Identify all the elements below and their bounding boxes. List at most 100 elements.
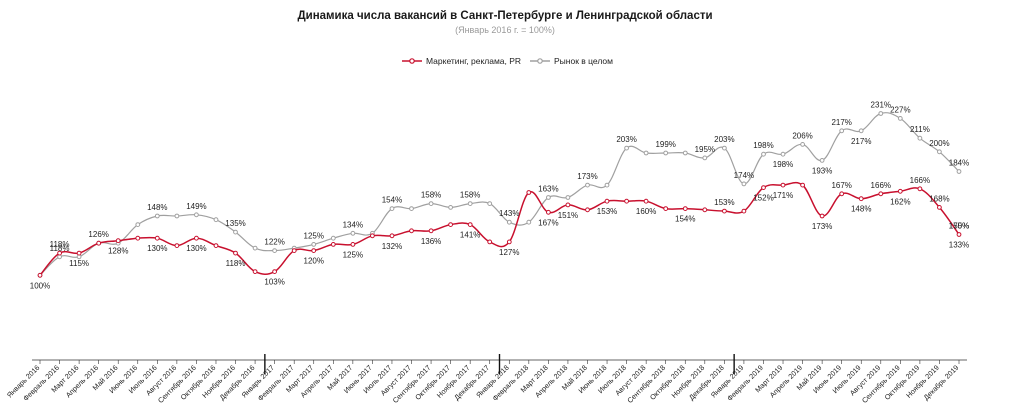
data-point-marketing xyxy=(741,208,747,214)
data-point-market xyxy=(761,151,766,157)
data-label-marketing: 103% xyxy=(264,278,284,287)
data-label-marketing: 132% xyxy=(382,242,402,251)
data-label-market: 195% xyxy=(695,145,715,154)
data-point-marketing xyxy=(526,190,532,195)
data-point-marketing xyxy=(604,198,610,204)
data-point-market xyxy=(252,245,258,251)
data-point-marketing xyxy=(154,235,160,241)
data-point-market xyxy=(604,182,610,188)
data-label-marketing: 155% xyxy=(949,222,969,231)
data-point-marketing xyxy=(917,186,923,192)
data-label-market: 217% xyxy=(831,118,851,127)
data-label-market: 158% xyxy=(460,191,480,200)
data-label-marketing: 160% xyxy=(636,207,656,216)
data-point-market xyxy=(233,229,238,235)
data-label-marketing: 130% xyxy=(147,244,167,253)
data-point-market xyxy=(897,116,903,121)
data-point-market xyxy=(780,151,786,157)
data-label-market: 173% xyxy=(577,172,597,181)
data-point-marketing xyxy=(780,182,786,188)
legend-market-marker xyxy=(537,58,543,64)
data-label-market: 143% xyxy=(499,209,519,218)
data-label-market: 200% xyxy=(929,139,949,148)
data-point-market xyxy=(389,206,395,212)
data-point-marketing xyxy=(194,235,199,241)
data-label-marketing: 153% xyxy=(597,207,617,216)
data-point-market xyxy=(448,205,454,210)
data-label-market: 135% xyxy=(225,219,245,228)
data-label-marketing: 167% xyxy=(538,218,558,227)
data-label-market: 217% xyxy=(851,137,871,146)
data-point-marketing xyxy=(330,242,336,247)
data-label-marketing: 118% xyxy=(50,240,70,249)
data-point-market xyxy=(526,219,532,225)
data-point-marketing xyxy=(546,209,551,215)
legend: Маркетинг, реклама, PR Рынок в целом xyxy=(402,56,613,66)
data-label-marketing: 170% xyxy=(949,222,969,231)
data-label-market: 163% xyxy=(538,184,558,193)
series-marketing xyxy=(37,181,962,278)
data-label-market: 149% xyxy=(186,202,206,211)
data-point-marketing xyxy=(115,238,121,244)
data-point-marketing xyxy=(506,239,512,245)
data-point-marketing xyxy=(291,248,297,254)
data-point-marketing xyxy=(389,233,395,239)
data-label-market: 118% xyxy=(50,244,70,253)
data-point-market xyxy=(194,212,199,218)
data-label-marketing: 148% xyxy=(851,205,871,214)
data-label-marketing: 141% xyxy=(460,231,480,240)
data-label-marketing: 162% xyxy=(890,197,910,206)
data-point-market xyxy=(722,145,727,151)
data-point-market xyxy=(663,150,669,156)
data-point-market xyxy=(624,145,629,151)
data-label-market: 193% xyxy=(812,166,832,175)
data-point-marketing xyxy=(135,235,141,241)
data-label-marketing: 167% xyxy=(831,181,851,190)
data-point-market xyxy=(878,111,884,116)
data-label-marketing: 130% xyxy=(186,244,206,253)
data-label-market: 206% xyxy=(792,131,812,140)
data-label-market: 122% xyxy=(264,238,284,247)
data-point-market xyxy=(858,128,864,134)
data-point-marketing xyxy=(702,207,708,213)
data-point-marketing xyxy=(233,250,238,256)
data-label-marketing: 100% xyxy=(30,281,50,290)
data-point-market xyxy=(682,150,688,156)
data-label-marketing: 153% xyxy=(714,198,734,207)
data-point-marketing xyxy=(448,222,454,228)
data-point-marketing xyxy=(858,196,864,202)
data-point-marketing xyxy=(585,207,590,213)
data-point-market xyxy=(409,206,414,212)
data-label-market: 184% xyxy=(949,159,969,168)
data-label-market: 203% xyxy=(714,135,734,144)
data-point-market xyxy=(272,248,278,254)
data-label-market: 154% xyxy=(382,196,402,205)
data-label-marketing: 128% xyxy=(108,247,128,256)
data-point-marketing xyxy=(878,191,884,197)
data-point-marketing xyxy=(897,188,903,194)
data-point-marketing xyxy=(57,250,62,256)
data-point-marketing xyxy=(663,206,669,212)
data-label-market: 158% xyxy=(421,191,441,200)
series-market xyxy=(37,111,962,278)
data-point-market xyxy=(917,135,923,141)
data-label-marketing: 168% xyxy=(929,194,949,203)
data-label-market: 134% xyxy=(343,220,363,229)
data-point-marketing xyxy=(428,228,434,234)
data-label-marketing: 118% xyxy=(226,259,246,268)
data-point-market xyxy=(428,201,434,207)
data-point-market xyxy=(937,149,942,155)
legend-marketing-label: Маркетинг, реклама, PR xyxy=(426,56,521,66)
data-point-marketing xyxy=(565,202,571,208)
data-label-market: 126% xyxy=(88,230,108,239)
data-point-marketing xyxy=(370,233,375,239)
data-point-market xyxy=(350,230,356,236)
data-point-market xyxy=(585,182,590,188)
data-point-market xyxy=(174,213,180,219)
data-point-market xyxy=(487,201,493,207)
data-label-market: 148% xyxy=(147,203,167,212)
data-point-market xyxy=(839,128,845,134)
data-label-marketing: 133% xyxy=(949,241,969,250)
data-label-market: 231% xyxy=(871,100,891,109)
